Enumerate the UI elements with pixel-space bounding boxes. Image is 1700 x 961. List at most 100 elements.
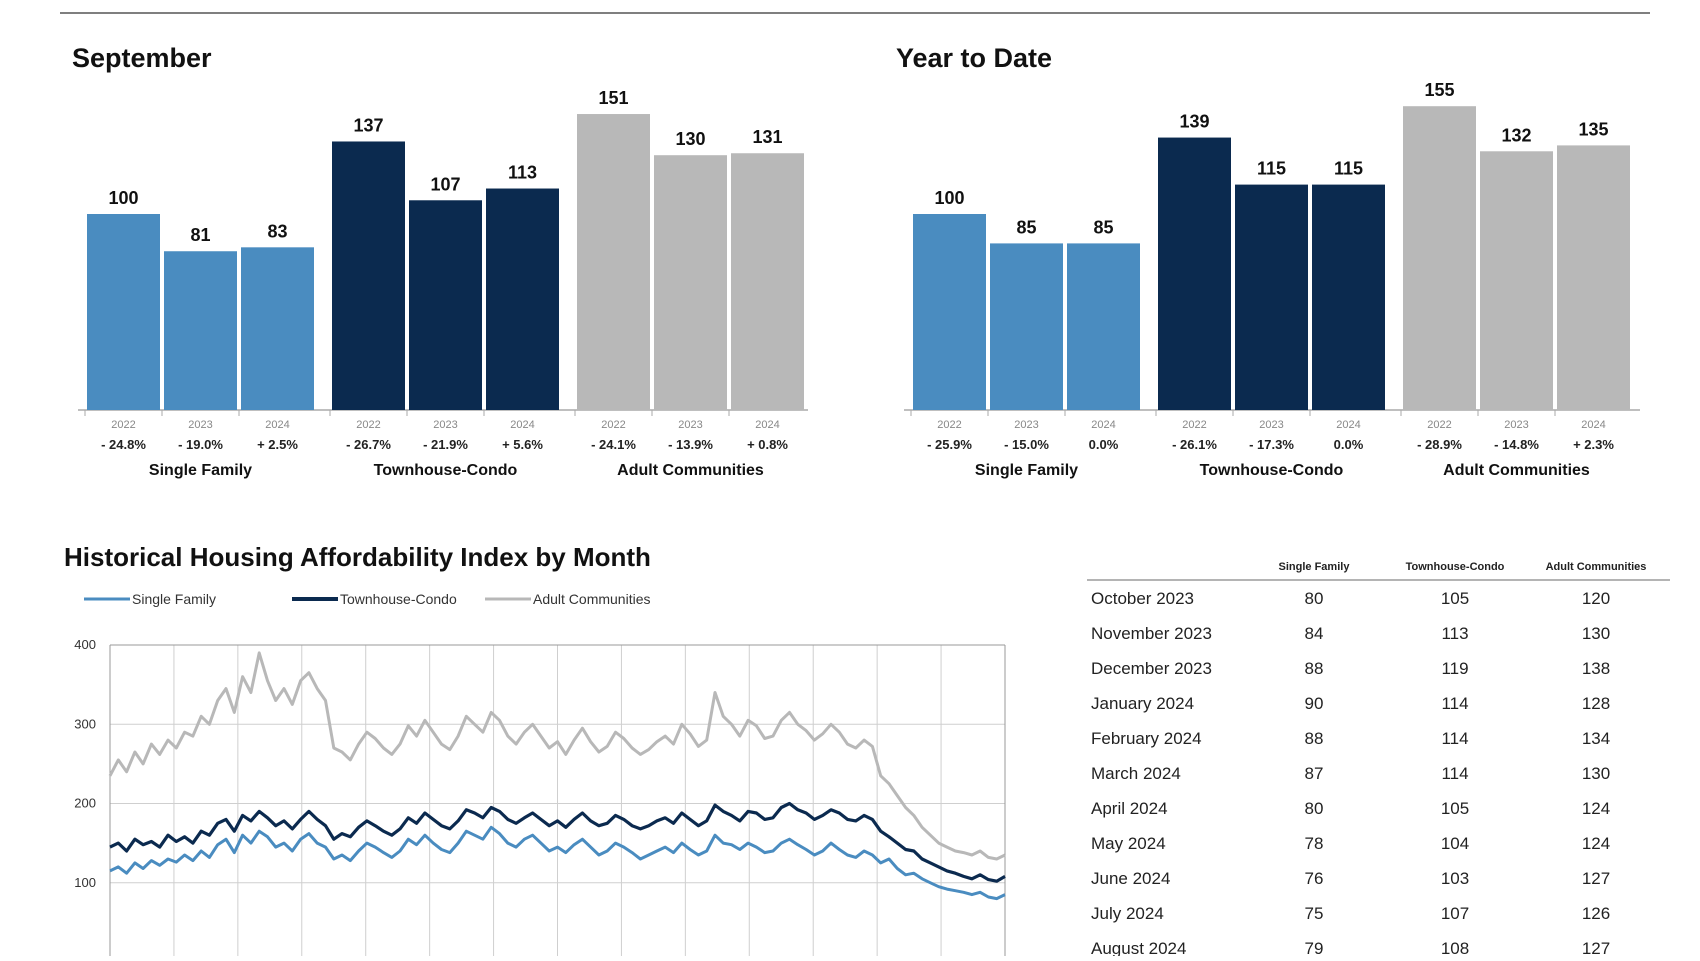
bar-value-label: 139 [1179,112,1209,132]
bar-value-label: 115 [1334,159,1363,179]
percent-change-label: - 13.9% [668,437,713,452]
bar-value-label: 155 [1424,80,1454,100]
bar-value-label: 81 [190,225,210,245]
table-month-cell: July 2024 [1091,904,1164,923]
table-value-cell: 80 [1305,589,1324,608]
table-value-cell: 120 [1582,589,1610,608]
table-value-cell: 127 [1582,939,1610,956]
group-label: Adult Communities [617,462,764,479]
table-month-cell: November 2023 [1091,624,1212,643]
group-label: Adult Communities [1443,462,1590,479]
bar [241,247,314,410]
year-tick-label: 2023 [188,419,212,431]
year-tick-label: 2022 [111,419,135,431]
percent-change-label: + 2.3% [1573,437,1614,452]
percent-change-label: - 26.7% [346,437,391,452]
bar [990,243,1063,410]
year-to-date-bar-chart: Year to Date 100 2022 - 25.9% 85 2023 - 15.0%… [896,43,1640,479]
table-value-cell: 87 [1305,764,1324,783]
table-value-cell: 128 [1582,694,1610,713]
table-month-cell: April 2024 [1091,799,1168,818]
bar-value-label: 83 [267,221,287,241]
table-value-cell: 104 [1441,834,1469,853]
year-tick-label: 2022 [356,419,380,431]
percent-change-label: - 17.3% [1249,437,1294,452]
percent-change-label: + 0.8% [747,437,788,452]
bar [409,200,482,410]
table-value-cell: 88 [1305,729,1324,748]
bar [1480,151,1553,410]
bar [913,214,986,410]
series-line [108,651,1006,861]
percent-change-label: - 14.8% [1494,437,1539,452]
year-tick-label: 2023 [1014,419,1038,431]
legend-label: Single Family [132,591,216,607]
bar-value-label: 130 [675,129,705,149]
y-tick-label: 400 [74,637,96,652]
year-to-date-title: Year to Date [896,43,1052,73]
series-line [109,801,1006,883]
group-label: Townhouse-Condo [374,462,518,479]
table-value-cell: 113 [1441,624,1468,643]
bar-value-label: 100 [108,188,138,208]
percent-change-label: + 5.6% [502,437,543,452]
year-tick-label: 2023 [1504,419,1528,431]
bar-value-label: 132 [1501,125,1531,145]
percent-change-label: - 28.9% [1417,437,1462,452]
table-value-cell: 126 [1582,904,1610,923]
table-value-cell: 78 [1305,834,1324,853]
bar [1557,145,1630,410]
y-tick-label: 200 [74,796,96,811]
table-value-cell: 88 [1305,659,1324,678]
table-header: Single Family [1279,561,1351,573]
table-value-cell: 138 [1582,659,1610,678]
table-value-cell: 134 [1582,729,1610,748]
table-value-cell: 127 [1582,869,1610,888]
table-value-cell: 108 [1441,939,1469,956]
year-tick-label: 2024 [1581,419,1605,431]
bar-value-label: 151 [598,88,628,108]
percent-change-label: - 26.1% [1172,437,1217,452]
percent-change-label: 0.0% [1334,437,1364,452]
percent-change-label: - 24.1% [591,437,636,452]
bar [731,153,804,411]
percent-change-label: - 15.0% [1004,437,1049,452]
percent-change-label: 0.0% [1089,437,1119,452]
bar [332,141,405,411]
table-month-cell: May 2024 [1091,834,1166,853]
percent-change-label: - 25.9% [927,437,972,452]
september-bar-chart: September 100 2022 - 24.8% 81 2023 - 19.0% 83 2… [72,43,808,479]
year-tick-label: 2022 [601,419,625,431]
percent-change-label: + 2.5% [257,437,298,452]
year-tick-label: 2022 [937,419,961,431]
bar [87,214,160,410]
table-value-cell: 105 [1441,799,1469,818]
table-value-cell: 105 [1441,589,1469,608]
table-header: Adult Communities [1546,561,1647,573]
table-month-cell: June 2024 [1091,869,1170,888]
year-tick-label: 2022 [1427,419,1451,431]
bar [1403,106,1476,410]
bar [1312,184,1385,410]
bar [654,155,727,410]
bar-value-label: 107 [430,174,460,194]
table-value-cell: 114 [1441,729,1468,748]
year-tick-label: 2023 [678,419,702,431]
percent-change-label: - 19.0% [178,437,223,452]
year-tick-label: 2023 [1259,419,1283,431]
year-tick-label: 2024 [510,419,534,431]
percent-change-label: - 24.8% [101,437,146,452]
bar [1235,184,1308,410]
series-line [109,825,1006,901]
year-tick-label: 2024 [265,419,289,431]
year-tick-label: 2022 [1182,419,1206,431]
table-value-cell: 114 [1441,694,1468,713]
year-tick-label: 2024 [1336,419,1360,431]
table-month-cell: March 2024 [1091,764,1181,783]
bar-value-label: 115 [1257,159,1286,179]
monthly-index-table: Single Family Townhouse-Condo Adult Commun… [1087,561,1670,958]
table-value-cell: 107 [1441,904,1469,923]
september-title: September [72,43,212,73]
table-value-cell: 114 [1441,764,1468,783]
table-value-cell: 84 [1305,624,1324,643]
